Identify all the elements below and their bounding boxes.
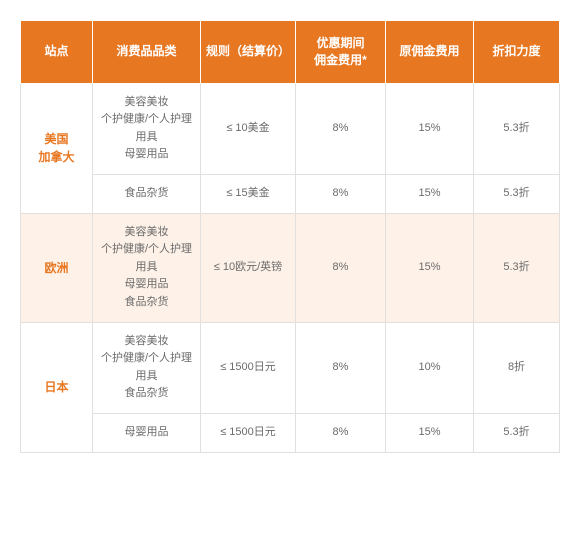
region-cell: 日本 xyxy=(21,322,93,452)
discount-cell: 5.3折 xyxy=(474,413,560,452)
promofee-cell: 8% xyxy=(296,174,386,213)
table-row: 食品杂货 ≤ 15美金 8% 15% 5.3折 xyxy=(21,174,560,213)
discount-cell: 5.3折 xyxy=(474,213,560,322)
category-cell: 母婴用品 xyxy=(93,413,201,452)
rule-cell: ≤ 15美金 xyxy=(201,174,296,213)
col-region: 站点 xyxy=(21,21,93,84)
origfee-cell: 15% xyxy=(386,174,474,213)
col-promofee: 优惠期间佣金费用* xyxy=(296,21,386,84)
region-cell: 美国加拿大 xyxy=(21,83,93,213)
fee-table: 站点 消费品品类 规则（结算价） 优惠期间佣金费用* 原佣金费用 折扣力度 美国… xyxy=(20,20,560,453)
table-row: 欧洲 美容美妆个护健康/个人护理用具母婴用品食品杂货 ≤ 10欧元/英镑 8% … xyxy=(21,213,560,322)
promofee-cell: 8% xyxy=(296,213,386,322)
origfee-cell: 15% xyxy=(386,83,474,174)
discount-cell: 8折 xyxy=(474,322,560,413)
col-origfee: 原佣金费用 xyxy=(386,21,474,84)
table-row: 美国加拿大 美容美妆个护健康/个人护理用具母婴用品 ≤ 10美金 8% 15% … xyxy=(21,83,560,174)
category-cell: 美容美妆个护健康/个人护理用具母婴用品食品杂货 xyxy=(93,213,201,322)
table-row: 母婴用品 ≤ 1500日元 8% 15% 5.3折 xyxy=(21,413,560,452)
promofee-cell: 8% xyxy=(296,322,386,413)
rule-cell: ≤ 1500日元 xyxy=(201,322,296,413)
header-row: 站点 消费品品类 规则（结算价） 优惠期间佣金费用* 原佣金费用 折扣力度 xyxy=(21,21,560,84)
table-row: 日本 美容美妆个护健康/个人护理用具食品杂货 ≤ 1500日元 8% 10% 8… xyxy=(21,322,560,413)
col-category: 消费品品类 xyxy=(93,21,201,84)
category-cell: 食品杂货 xyxy=(93,174,201,213)
origfee-cell: 10% xyxy=(386,322,474,413)
col-discount: 折扣力度 xyxy=(474,21,560,84)
region-cell: 欧洲 xyxy=(21,213,93,322)
rule-cell: ≤ 10美金 xyxy=(201,83,296,174)
origfee-cell: 15% xyxy=(386,213,474,322)
rule-cell: ≤ 1500日元 xyxy=(201,413,296,452)
table-body: 美国加拿大 美容美妆个护健康/个人护理用具母婴用品 ≤ 10美金 8% 15% … xyxy=(21,83,560,452)
category-cell: 美容美妆个护健康/个人护理用具母婴用品 xyxy=(93,83,201,174)
rule-cell: ≤ 10欧元/英镑 xyxy=(201,213,296,322)
category-cell: 美容美妆个护健康/个人护理用具食品杂货 xyxy=(93,322,201,413)
col-rule: 规则（结算价） xyxy=(201,21,296,84)
origfee-cell: 15% xyxy=(386,413,474,452)
discount-cell: 5.3折 xyxy=(474,83,560,174)
promofee-cell: 8% xyxy=(296,83,386,174)
discount-cell: 5.3折 xyxy=(474,174,560,213)
promofee-cell: 8% xyxy=(296,413,386,452)
